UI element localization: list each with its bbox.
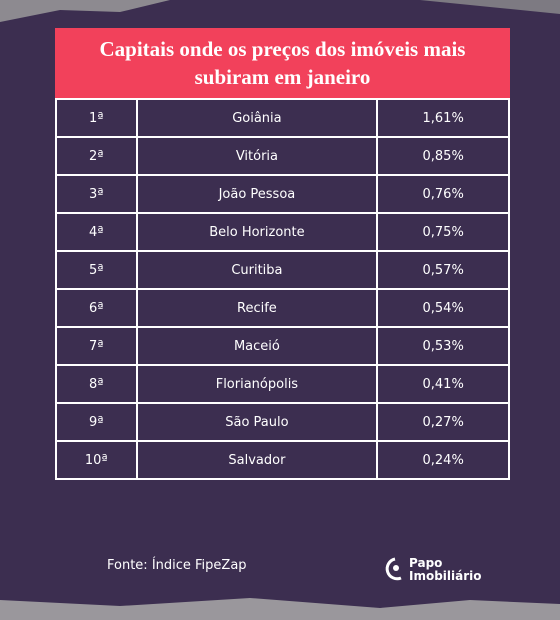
price-change: 0,24%: [376, 440, 510, 480]
logo-icon: [385, 557, 402, 581]
city: Maceió: [135, 326, 379, 366]
table-row: 1ª Goiânia 1,61%: [55, 98, 510, 138]
price-change: 0,41%: [376, 364, 510, 404]
city: João Pessoa: [135, 174, 379, 214]
table-row: 2ª Vitória 0,85%: [55, 136, 510, 176]
logo-text: Papo: [409, 556, 443, 570]
rank: 10ª: [55, 440, 138, 480]
logo-text: Imobiliário: [409, 569, 482, 583]
rank: 2ª: [55, 136, 138, 176]
city: Florianópolis: [135, 364, 379, 404]
city: Salvador: [135, 440, 379, 480]
rank: 4ª: [55, 212, 138, 252]
table-row: 7ª Maceió 0,53%: [55, 326, 510, 366]
price-change: 0,75%: [376, 212, 510, 252]
title: Capitais onde os preços dos imóveis mais…: [55, 28, 510, 98]
price-change: 1,61%: [376, 98, 510, 138]
rank: 1ª: [55, 98, 138, 138]
price-change: 0,85%: [376, 136, 510, 176]
rank: 6ª: [55, 288, 138, 328]
price-change: 0,54%: [376, 288, 510, 328]
city: São Paulo: [135, 402, 379, 442]
table-row: 9ª São Paulo 0,27%: [55, 402, 510, 442]
city: Belo Horizonte: [135, 212, 379, 252]
price-change: 0,57%: [376, 250, 510, 290]
price-change: 0,76%: [376, 174, 510, 214]
source: Fonte: Índice FipeZap: [107, 558, 247, 573]
table-row: 6ª Recife 0,54%: [55, 288, 510, 328]
table-row: 10ª Salvador 0,24%: [55, 440, 510, 480]
price-change: 0,53%: [376, 326, 510, 366]
city: Curitiba: [135, 250, 379, 290]
table-row: 4ª Belo Horizonte 0,75%: [55, 212, 510, 252]
ranking-table: 1ª Goiânia 1,61% 2ª Vitória 0,85% 3ª João Pesso…: [55, 98, 510, 480]
rank: 5ª: [55, 250, 138, 290]
rank: 3ª: [55, 174, 138, 214]
table-row: 5ª Curitiba 0,57%: [55, 250, 510, 290]
city: Recife: [135, 288, 379, 328]
city: Vitória: [135, 136, 379, 176]
table-row: 8ª Florianópolis 0,41%: [55, 364, 510, 404]
table-row: 3ª João Pessoa 0,76%: [55, 174, 510, 214]
rank: 9ª: [55, 402, 138, 442]
price-change: 0,27%: [376, 402, 510, 442]
city: Goiânia: [135, 98, 379, 138]
rank: 7ª: [55, 326, 138, 366]
logo: Papo Imobiliário: [383, 556, 482, 584]
rank: 8ª: [55, 364, 138, 404]
